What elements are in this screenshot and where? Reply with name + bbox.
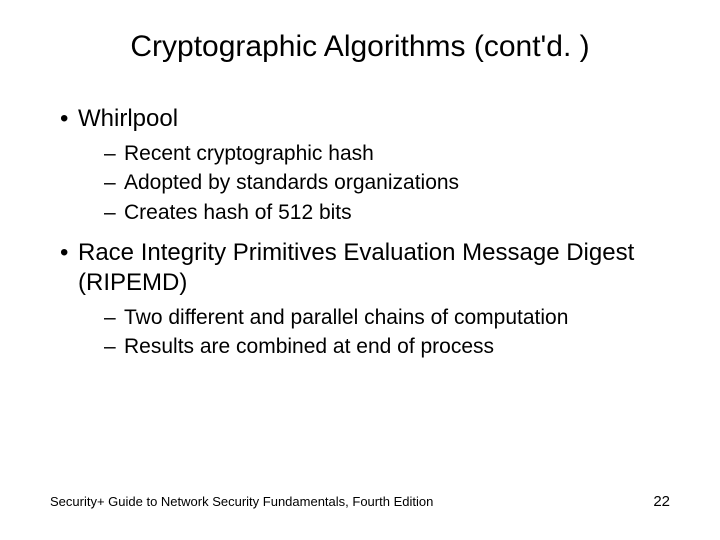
footer-text: Security+ Guide to Network Security Fund…	[50, 494, 433, 509]
bullet-level1: Whirlpool	[60, 104, 670, 134]
bullet-level2: Adopted by standards organizations	[60, 169, 670, 196]
bullet-level2: Creates hash of 512 bits	[60, 199, 670, 226]
bullet-level2: Recent cryptographic hash	[60, 140, 670, 167]
bullet-level2: Results are combined at end of process	[60, 333, 670, 360]
slide-title: Cryptographic Algorithms (cont'd. )	[50, 30, 670, 64]
page-number: 22	[653, 493, 670, 510]
bullet-level2: Two different and parallel chains of com…	[60, 304, 670, 331]
slide-body: Whirlpool Recent cryptographic hash Adop…	[50, 104, 670, 360]
bullet-level1: Race Integrity Primitives Evaluation Mes…	[60, 238, 670, 298]
slide-footer: Security+ Guide to Network Security Fund…	[50, 493, 670, 510]
